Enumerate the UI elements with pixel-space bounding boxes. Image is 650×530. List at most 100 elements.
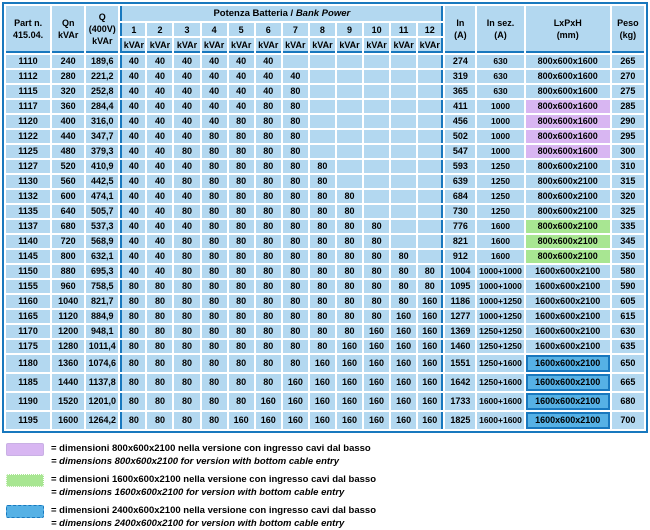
lxpxh-cell: 800x600x1600 (525, 145, 610, 158)
part-cell: 1135 (6, 205, 51, 218)
insez-cell: 1250 (477, 205, 524, 218)
bank-number-header: 7 (282, 23, 308, 36)
bank-cell (418, 70, 444, 83)
bank-cell: 40 (201, 70, 227, 83)
bank-cell (391, 100, 417, 113)
bank-cell: 80 (282, 355, 308, 372)
q400-cell: 379,3 (86, 145, 119, 158)
bank-unit-header: kVAr (418, 38, 444, 53)
q400-cell: 1137,8 (86, 374, 119, 391)
table-row: 1120 400 316,0 40 40 40 40 80 80 80 456 1000 800x600… (6, 115, 644, 128)
lxpxh-cell: 1600x600x2100 (525, 393, 610, 410)
bank-cell: 80 (309, 340, 335, 353)
bank-cell: 80 (309, 250, 335, 263)
q400-header-line1: Q (98, 11, 106, 22)
bank-cell: 160 (418, 355, 444, 372)
insez-cell: 1600 (477, 220, 524, 233)
part-cell: 1185 (6, 374, 51, 391)
bank-cell: 40 (174, 190, 200, 203)
table-row: 1127 520 410,9 40 40 40 80 80 80 80 80 593 1250 800x6… (6, 160, 644, 173)
qn-cell: 560 (52, 175, 85, 188)
bank-cell: 80 (255, 250, 281, 263)
bank-cell (418, 85, 444, 98)
bank-cell: 160 (228, 412, 254, 429)
bank-cell: 80 (364, 220, 390, 233)
bank-cell: 40 (201, 115, 227, 128)
qn-cell: 360 (52, 100, 85, 113)
table-body: 1110 240 189,6 40 40 40 40 40 40 274 630 800x600x16… (6, 55, 644, 429)
bank-cell: 80 (228, 235, 254, 248)
bank-cell: 80 (201, 130, 227, 143)
bank-cell: 80 (282, 190, 308, 203)
q400-cell: 948,1 (86, 325, 119, 338)
bank-unit-header: kVAr (147, 38, 173, 53)
bank-number-header: 10 (364, 23, 390, 36)
insez-cell: 1000+1250 (477, 295, 524, 308)
bank-cell: 40 (147, 70, 173, 83)
peso-cell: 275 (611, 85, 644, 98)
bank-cell: 80 (174, 393, 200, 410)
bank-cell: 80 (364, 265, 390, 278)
table-row: 1135 640 505,7 40 40 80 80 80 80 80 80 80 730 1250 800… (6, 205, 644, 218)
bank-cell: 80 (309, 310, 335, 323)
bank-cell: 80 (228, 325, 254, 338)
table-row: 1190 1520 1201,0 80 80 80 80 80 160 160 160 160 160 1… (6, 393, 644, 410)
peso-cell: 295 (611, 130, 644, 143)
bank-number-header: 1 (120, 23, 146, 36)
bank-cell: 40 (228, 70, 254, 83)
legend-blue-text-it: = dimensioni 2400x600x2100 nella version… (51, 505, 377, 516)
bank-cell (364, 55, 390, 68)
bank-cell: 160 (336, 412, 363, 429)
bank-cell (336, 160, 363, 173)
bank-cell: 40 (120, 250, 146, 263)
bank-cell: 80 (147, 393, 173, 410)
bank-cell: 40 (147, 160, 173, 173)
lxpxh-cell: 800x600x2100 (525, 235, 610, 248)
bank-cell: 80 (418, 280, 444, 293)
insez-cell: 1000 (477, 115, 524, 128)
bank-cell: 80 (282, 205, 308, 218)
in-header-line1: In (456, 17, 465, 28)
insez-cell: 1000+1000 (477, 280, 524, 293)
in-cell: 1369 (445, 325, 476, 338)
bank-cell: 80 (228, 205, 254, 218)
qn-cell: 1200 (52, 325, 85, 338)
bank-cell: 80 (309, 235, 335, 248)
lxpxh-cell: 1600x600x2100 (525, 340, 610, 353)
bank-cell: 40 (120, 175, 146, 188)
bank-cell: 40 (174, 115, 200, 128)
q400-header-line3: kVAr (92, 35, 113, 46)
bank-cell: 160 (391, 340, 417, 353)
part-cell: 1165 (6, 310, 51, 323)
bank-cell: 80 (255, 205, 281, 218)
bank-cell (418, 250, 444, 263)
col-header-bank-power: Potenza Batteria / Bank Power (120, 6, 444, 21)
q400-cell: 347,7 (86, 130, 119, 143)
legend-entry-blue: = dimensioni 2400x600x2100 nella version… (6, 504, 650, 530)
bank-cell: 80 (174, 295, 200, 308)
lxpxh-cell: 800x600x1600 (525, 85, 610, 98)
peso-cell: 350 (611, 250, 644, 263)
in-cell: 1733 (445, 393, 476, 410)
bank-cell (309, 130, 335, 143)
bank-cell: 80 (255, 130, 281, 143)
bank-cell: 40 (228, 100, 254, 113)
peso-cell: 605 (611, 295, 644, 308)
insez-cell: 1250+1600 (477, 355, 524, 372)
bank-cell: 80 (282, 100, 308, 113)
bank-unit-header: kVAr (309, 38, 335, 53)
bank-cell: 80 (228, 175, 254, 188)
bank-cell (391, 85, 417, 98)
bank-number-header: 11 (391, 23, 417, 36)
bank-cell: 40 (120, 55, 146, 68)
q400-cell: 1264,2 (86, 412, 119, 429)
in-cell: 1186 (445, 295, 476, 308)
bank-cell (418, 160, 444, 173)
blue-dimension-swatch (6, 505, 44, 518)
bank-cell: 40 (120, 145, 146, 158)
bank-cell (391, 220, 417, 233)
bank-cell: 80 (201, 310, 227, 323)
bank-cell (418, 145, 444, 158)
bank-cell (336, 55, 363, 68)
qn-cell: 280 (52, 70, 85, 83)
